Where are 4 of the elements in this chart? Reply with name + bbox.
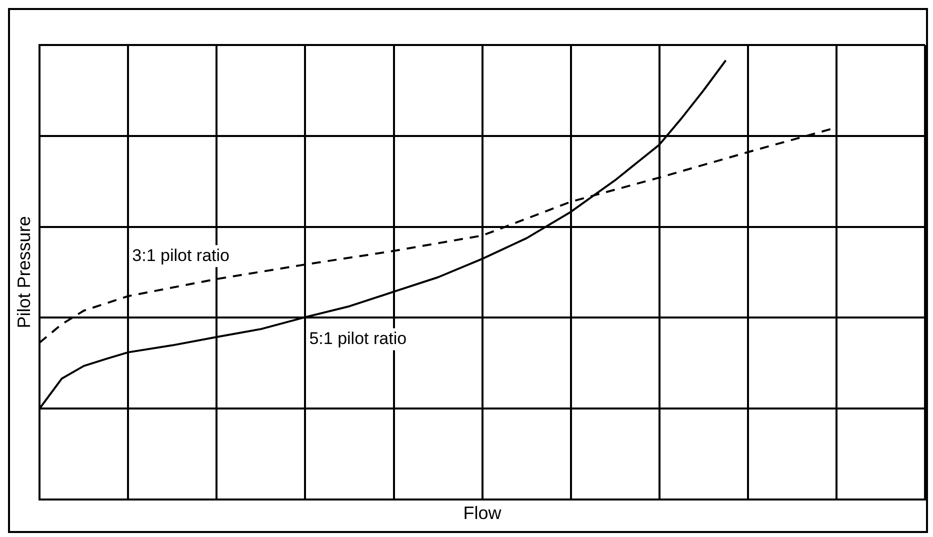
y-axis-title: Pilot Pressure [14, 216, 34, 328]
series-label: 3:1 pilot ratio [132, 246, 230, 265]
series-label: 5:1 pilot ratio [309, 328, 407, 348]
x-axis-title: Flow [463, 503, 502, 524]
